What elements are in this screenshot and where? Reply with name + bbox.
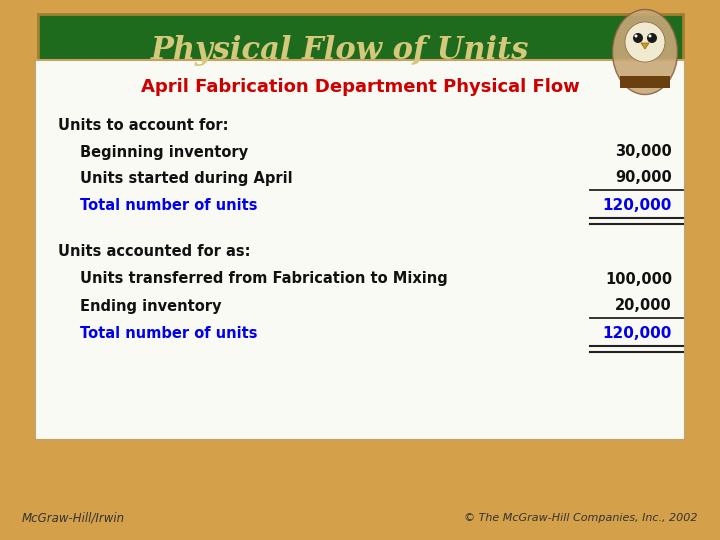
Text: Total number of units: Total number of units (80, 198, 258, 213)
Text: Units to account for:: Units to account for: (58, 118, 228, 132)
Text: Total number of units: Total number of units (80, 326, 258, 341)
Text: 90,000: 90,000 (616, 171, 672, 186)
Text: © The McGraw-Hill Companies, Inc., 2002: © The McGraw-Hill Companies, Inc., 2002 (464, 513, 698, 523)
Text: 100,000: 100,000 (605, 272, 672, 287)
FancyBboxPatch shape (35, 60, 685, 440)
Ellipse shape (613, 10, 678, 94)
Text: Units accounted for as:: Units accounted for as: (58, 245, 251, 260)
Circle shape (649, 35, 652, 37)
Text: 20,000: 20,000 (616, 299, 672, 314)
Circle shape (647, 33, 657, 43)
FancyBboxPatch shape (38, 14, 683, 92)
Text: Units transferred from Fabrication to Mixing: Units transferred from Fabrication to Mi… (80, 272, 448, 287)
Text: Units started during April: Units started during April (80, 171, 292, 186)
Circle shape (633, 33, 643, 43)
Text: Physical Flow of Units: Physical Flow of Units (150, 36, 529, 66)
Text: 120,000: 120,000 (603, 326, 672, 341)
Text: April Fabrication Department Physical Flow: April Fabrication Department Physical Fl… (140, 78, 580, 96)
Text: McGraw-Hill/Irwin: McGraw-Hill/Irwin (22, 511, 125, 524)
Text: 30,000: 30,000 (616, 145, 672, 159)
Circle shape (625, 22, 665, 62)
Text: Beginning inventory: Beginning inventory (80, 145, 248, 159)
Text: Ending inventory: Ending inventory (80, 299, 222, 314)
FancyBboxPatch shape (620, 76, 670, 88)
Polygon shape (641, 43, 649, 49)
Circle shape (634, 35, 637, 37)
Text: 120,000: 120,000 (603, 198, 672, 213)
